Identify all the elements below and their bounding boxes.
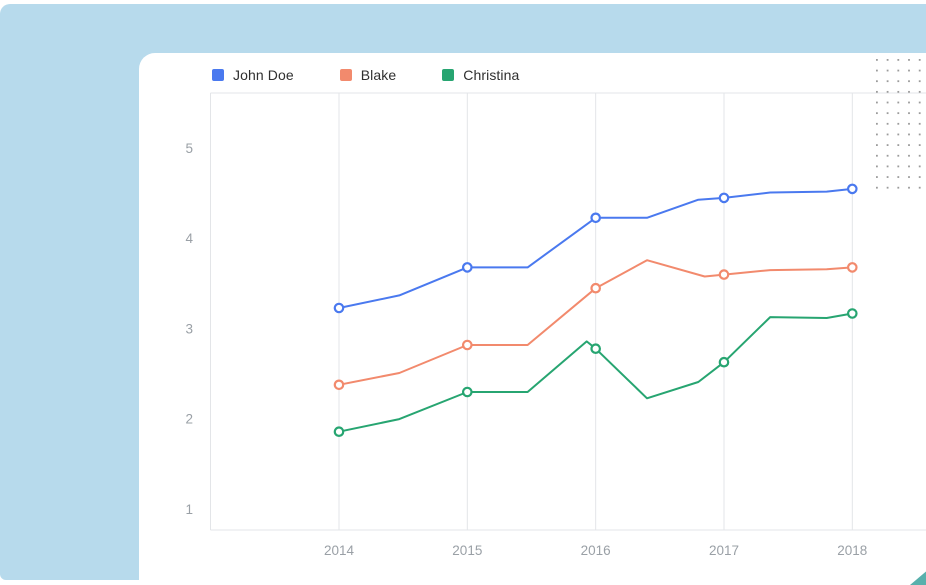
marker-christina-2014[interactable]: [333, 426, 345, 437]
chart-legend: John Doe Blake Christina: [212, 67, 565, 83]
series-line-christina[interactable]: [338, 312, 854, 433]
legend-swatch-john-doe: [212, 69, 224, 81]
marker-blake-2016[interactable]: [590, 282, 601, 294]
marker-christina-2016[interactable]: [590, 343, 601, 354]
legend-swatch-blake: [339, 69, 352, 81]
marker-john-doe-2018[interactable]: [846, 183, 858, 195]
legend-item-john-doe[interactable]: John Doe: [212, 67, 294, 83]
legend-label-blake: Blake: [360, 67, 397, 83]
marker-john-doe-2014[interactable]: [333, 302, 345, 314]
legend-label-john-doe: John Doe: [233, 67, 294, 83]
legend-swatch-christina: [442, 69, 455, 81]
marker-john-doe-2017[interactable]: [718, 192, 730, 204]
marker-blake-2017[interactable]: [718, 269, 730, 280]
marker-christina-2015[interactable]: [461, 386, 473, 398]
marker-john-doe-2016[interactable]: [590, 212, 601, 224]
marker-john-doe-2015[interactable]: [461, 262, 473, 273]
series-line-john-doe[interactable]: [338, 187, 854, 309]
chart-card: John Doe Blake Christina: [139, 53, 926, 585]
series-line-blake[interactable]: [338, 259, 854, 386]
marker-blake-2015[interactable]: [461, 339, 473, 351]
marker-christina-2018[interactable]: [846, 308, 858, 319]
marker-blake-2014[interactable]: [333, 379, 345, 391]
legend-item-blake[interactable]: Blake: [339, 67, 397, 83]
marker-christina-2017[interactable]: [718, 356, 730, 368]
marker-blake-2018[interactable]: [846, 262, 858, 273]
legend-item-christina[interactable]: Christina: [442, 67, 519, 83]
legend-label-christina: Christina: [463, 67, 520, 83]
